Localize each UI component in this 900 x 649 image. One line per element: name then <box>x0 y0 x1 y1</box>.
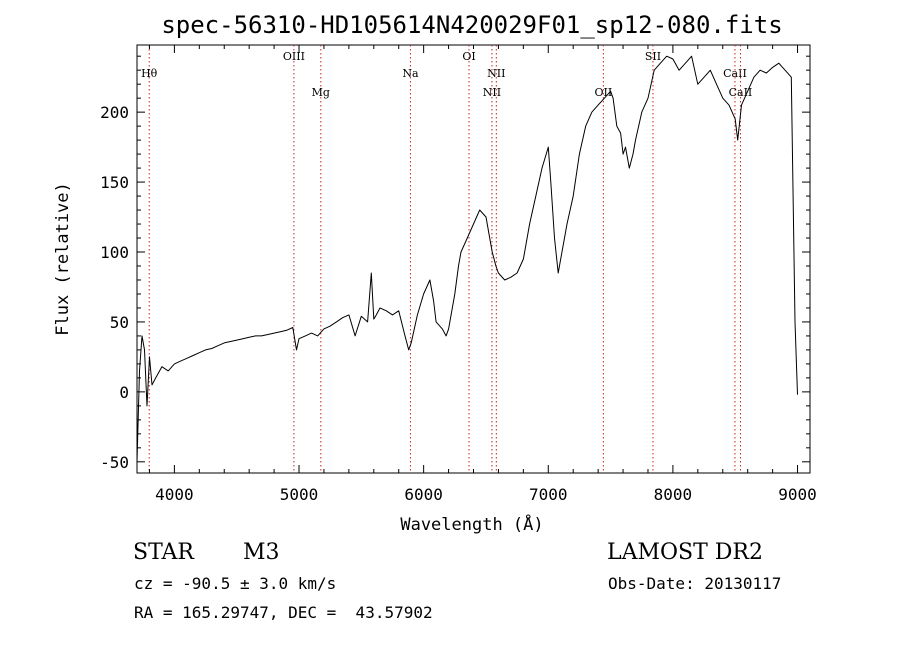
axes: 4000 5000 6000 7000 8000 9000 -50 0 50 100 150 200 <box>100 45 817 504</box>
x-tick-label: 9000 <box>778 485 817 504</box>
x-tick-label: 6000 <box>404 485 443 504</box>
survey-name: LAMOST DR2 <box>607 540 763 565</box>
x-tick-label: 7000 <box>529 485 568 504</box>
y-tick-label: 150 <box>100 173 129 192</box>
line-marker-label: CaII <box>723 67 747 80</box>
x-tick-label: 5000 <box>280 485 319 504</box>
line-marker-label: NII <box>487 67 505 80</box>
line-marker-label: Mg <box>312 86 330 99</box>
redshift-readout: cz = -90.5 ± 3.0 km/s <box>134 574 337 593</box>
line-marker-label: OII <box>595 86 613 99</box>
plot-frame <box>136 44 811 474</box>
y-tick-label: 0 <box>119 383 129 402</box>
line-marker-label: OI <box>462 50 475 63</box>
object-class: STAR <box>133 540 194 565</box>
spectrum-series <box>136 55 798 462</box>
line-marker-label: OIII <box>283 50 305 63</box>
object-subclass: M3 <box>243 540 280 565</box>
spectrum-line-0 <box>136 55 798 462</box>
x-tick-label: 4000 <box>155 485 194 504</box>
x-axis-label: Wavelength (Å) <box>400 513 543 535</box>
line-marker-label: CaII <box>729 86 753 99</box>
y-axis-label: Flux (relative) <box>53 182 73 336</box>
observation-date: Obs-Date: 20130117 <box>608 574 782 593</box>
line-marker-label: Hθ <box>141 67 158 80</box>
y-tick-label: 200 <box>100 103 129 122</box>
coordinates-readout: RA = 165.29747, DEC = 43.57902 <box>134 603 433 622</box>
y-tick-label: 100 <box>100 243 129 262</box>
chart-title: spec-56310-HD105614N420029F01_sp12-080.f… <box>161 11 782 39</box>
line-marker-label: Na <box>402 67 419 80</box>
x-tick-label: 8000 <box>654 485 693 504</box>
line-marker-label: NII <box>483 86 501 99</box>
y-tick-label: -50 <box>100 453 129 472</box>
line-marker-label: SII <box>645 50 661 63</box>
spectral-line-markers: Hθ OIII Mg Na OI NII NII OII SII CaII CaII <box>141 45 752 473</box>
y-tick-label: 50 <box>110 313 129 332</box>
